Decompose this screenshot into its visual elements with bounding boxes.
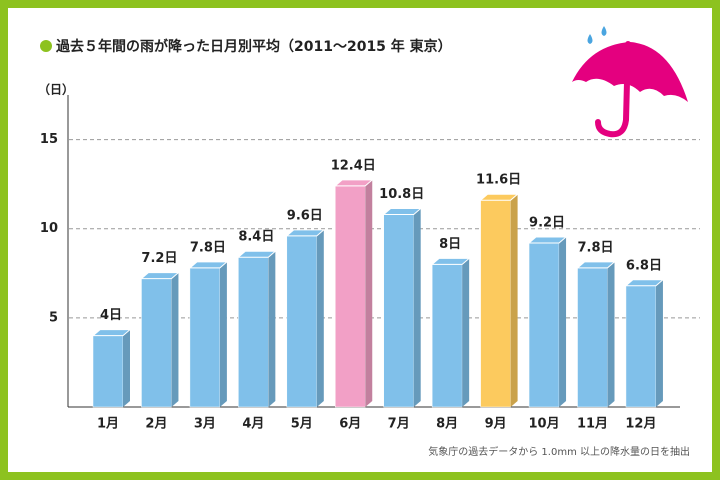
value-label: 11.6日	[476, 173, 521, 188]
x-tick-label: 8月	[436, 417, 458, 432]
bar	[577, 267, 608, 408]
x-tick-label: 12月	[625, 417, 656, 432]
umbrella-icon	[572, 26, 688, 138]
bar	[238, 256, 269, 408]
bar-top	[91, 329, 132, 337]
value-label: 6.8日	[626, 258, 662, 273]
bar-top	[140, 272, 180, 280]
bar-top	[430, 257, 471, 265]
bar-side	[219, 261, 227, 407]
bar-top	[188, 261, 229, 269]
y-tick-label: 15	[40, 132, 58, 147]
bar	[141, 278, 172, 408]
bar-top	[236, 250, 277, 258]
bar-side	[365, 179, 373, 407]
bar	[92, 335, 124, 408]
bar-side	[510, 194, 518, 407]
bar	[528, 242, 560, 408]
value-label: 9.2日	[529, 215, 565, 230]
title-dot	[40, 40, 52, 52]
x-tick-label: 2月	[145, 417, 167, 432]
bar-side	[655, 279, 663, 407]
value-label: 9.6日	[287, 208, 323, 223]
value-label: 10.8日	[379, 187, 424, 202]
bar	[480, 199, 511, 408]
value-label: 8日	[439, 237, 461, 252]
bar-top	[527, 236, 568, 244]
x-tick-label: 11月	[577, 417, 608, 432]
value-label: 7.8日	[577, 240, 613, 255]
bar-top	[382, 207, 423, 215]
x-tick-label: 1月	[97, 417, 119, 432]
x-tick-label: 10月	[529, 417, 560, 432]
bar-top	[285, 229, 326, 237]
value-label: 7.8日	[190, 240, 226, 255]
bar	[431, 264, 463, 408]
bar-top	[333, 179, 374, 187]
bar-top	[576, 261, 616, 269]
bar-side	[413, 208, 421, 407]
bar	[189, 267, 221, 408]
bar	[383, 214, 414, 408]
bar	[286, 235, 318, 408]
x-tick-label: 9月	[485, 417, 507, 432]
y-axis-label: （日）	[38, 82, 74, 97]
x-tick-label: 5月	[291, 417, 313, 432]
y-tick-label: 5	[49, 310, 58, 325]
bar	[335, 185, 366, 408]
bar-side	[268, 251, 276, 407]
value-label: 8.4日	[238, 230, 274, 245]
bar-side	[316, 229, 324, 407]
x-tick-label: 7月	[388, 417, 410, 432]
x-tick-label: 3月	[194, 417, 216, 432]
bar-top	[624, 279, 665, 287]
bar-side	[462, 258, 470, 407]
footnote: 気象庁の過去データから 1.0mm 以上の降水量の日を抽出	[428, 445, 690, 458]
value-label: 7.2日	[141, 251, 177, 266]
bar	[625, 285, 657, 408]
bar-side	[171, 272, 179, 407]
x-tick-label: 6月	[339, 417, 361, 432]
value-label: 12.4日	[331, 158, 376, 173]
y-tick-label: 10	[40, 221, 58, 236]
bar-side	[607, 261, 615, 407]
bar-side	[559, 236, 567, 407]
x-tick-label: 4月	[242, 417, 264, 432]
bar-top	[479, 193, 519, 201]
bar-side	[123, 329, 130, 407]
value-label: 4日	[100, 308, 122, 323]
chart-title: 過去５年間の雨が降った日月別平均（2011～2015 年 東京）	[55, 38, 452, 55]
